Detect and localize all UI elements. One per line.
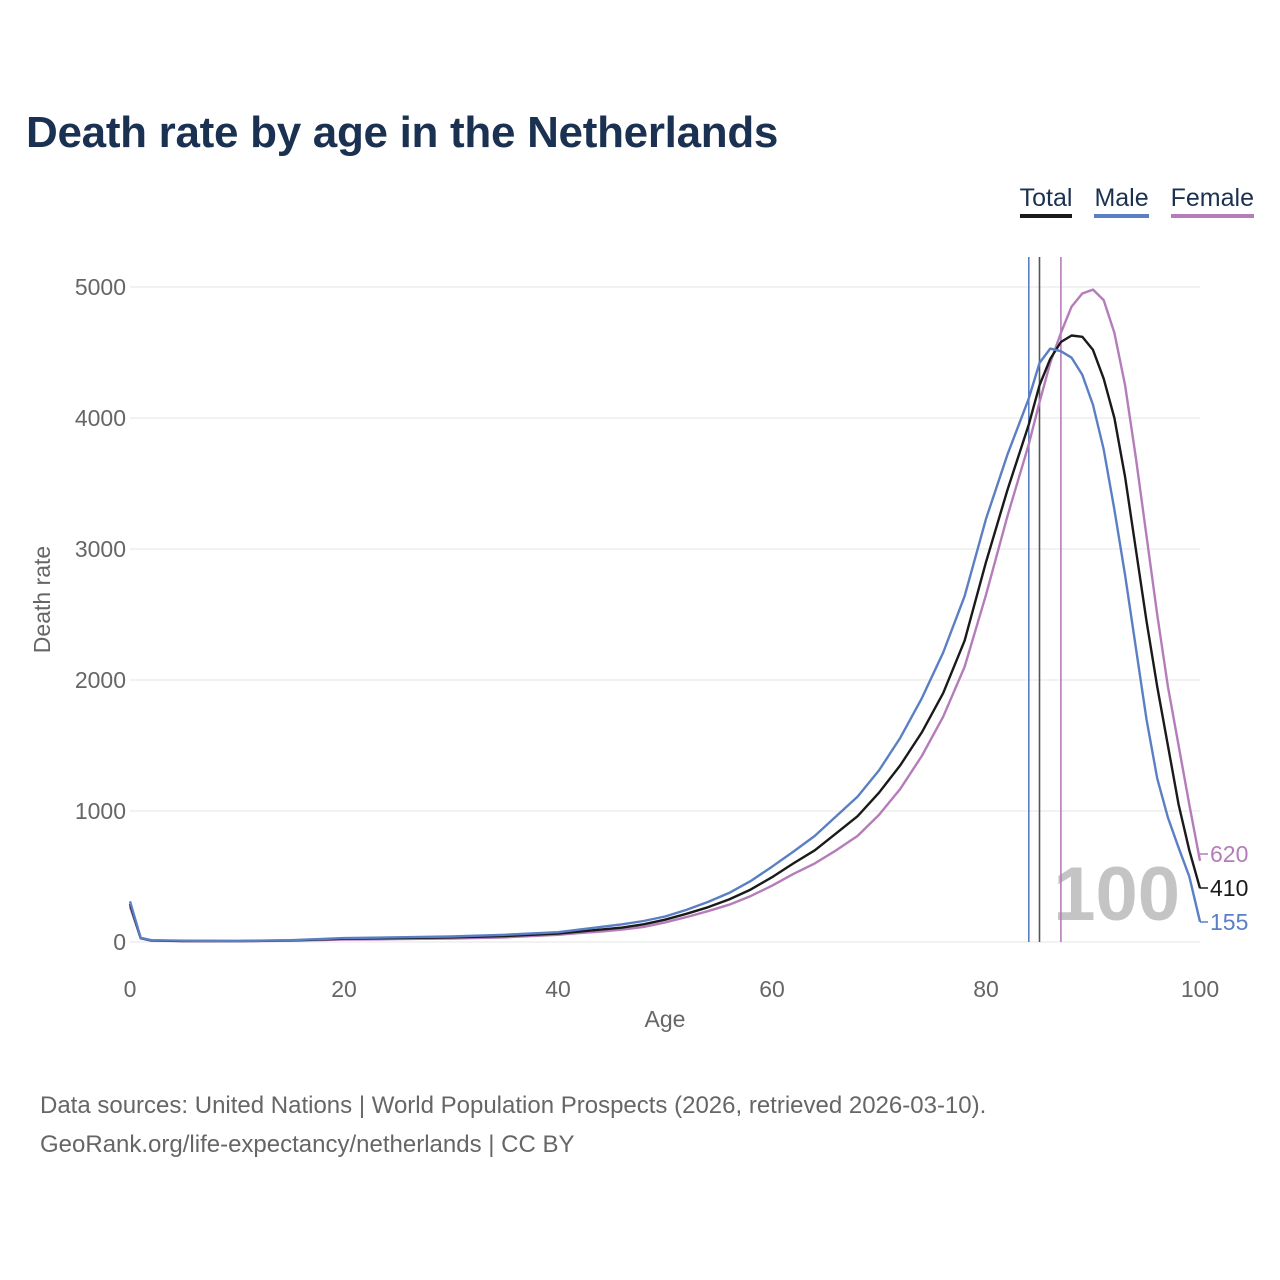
legend-swatch-female — [1170, 214, 1254, 218]
y-axis-label: Death rate — [29, 546, 55, 653]
legend-label-total: Total — [1019, 184, 1073, 212]
legend-label-male: Male — [1094, 184, 1149, 212]
source-line-2[interactable]: GeoRank.org/life-expectancy/netherlands … — [40, 1131, 575, 1158]
source-line-1: Data sources: United Nations | World Pop… — [40, 1092, 987, 1119]
y-tick-label: 3000 — [75, 536, 126, 562]
x-axis-label: Age — [645, 1006, 686, 1032]
current-age-label: 100 — [1053, 852, 1180, 937]
x-tick-label: 20 — [331, 976, 357, 1002]
y-tick-label: 0 — [113, 929, 126, 955]
end-label-female: 620 — [1210, 841, 1248, 867]
x-tick-label: 60 — [759, 976, 785, 1002]
x-tick-label: 0 — [124, 976, 137, 1002]
chart-title: Death rate by age in the Netherlands — [26, 108, 779, 157]
legend-item-total[interactable]: Total — [1019, 182, 1073, 218]
y-tick-label: 1000 — [75, 798, 126, 824]
legend: Total Male Female — [1019, 182, 1254, 218]
end-label-total: 410 — [1210, 875, 1248, 901]
y-tick-label: 2000 — [75, 667, 126, 693]
x-tick-label: 80 — [973, 976, 999, 1002]
x-tick-label: 40 — [545, 976, 571, 1002]
legend-label-female: Female — [1170, 184, 1254, 212]
end-label-male: 155 — [1210, 909, 1248, 935]
legend-item-female[interactable]: Female — [1170, 182, 1254, 218]
legend-swatch-total — [1019, 214, 1073, 218]
legend-item-male[interactable]: Male — [1094, 182, 1149, 218]
series-line-male — [128, 347, 1202, 943]
x-tick-label: 100 — [1181, 976, 1219, 1002]
source-note: Data sources: United Nations | World Pop… — [40, 1086, 986, 1164]
y-tick-label: 4000 — [75, 405, 126, 431]
y-tick-label: 5000 — [75, 274, 126, 300]
legend-swatch-male — [1094, 214, 1149, 218]
